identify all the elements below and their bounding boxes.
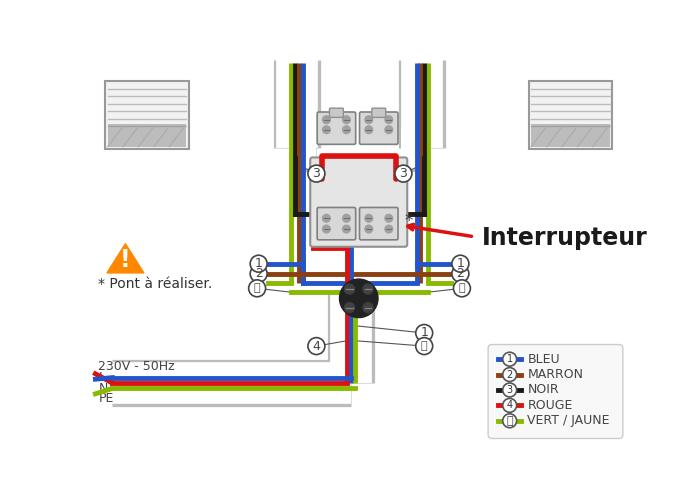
- Circle shape: [503, 352, 517, 366]
- FancyBboxPatch shape: [310, 158, 407, 247]
- Text: ROUGE: ROUGE: [527, 399, 573, 412]
- FancyBboxPatch shape: [108, 124, 186, 147]
- Text: 1: 1: [507, 354, 512, 364]
- Circle shape: [250, 255, 267, 272]
- Circle shape: [308, 337, 325, 354]
- Text: N: N: [99, 382, 108, 395]
- Text: 4: 4: [507, 401, 512, 411]
- Text: BLEU: BLEU: [527, 353, 560, 366]
- FancyBboxPatch shape: [531, 124, 610, 147]
- FancyBboxPatch shape: [317, 112, 356, 144]
- Circle shape: [503, 383, 517, 397]
- Text: L: L: [99, 371, 106, 385]
- Circle shape: [416, 325, 433, 341]
- Text: 3: 3: [507, 385, 512, 395]
- Circle shape: [416, 337, 433, 354]
- Text: NOIR: NOIR: [527, 384, 559, 397]
- Circle shape: [454, 280, 470, 297]
- Circle shape: [323, 214, 330, 222]
- Circle shape: [342, 214, 350, 222]
- FancyBboxPatch shape: [330, 108, 344, 117]
- Circle shape: [452, 265, 469, 282]
- Circle shape: [342, 116, 350, 124]
- Circle shape: [503, 399, 517, 413]
- FancyBboxPatch shape: [106, 81, 188, 149]
- Text: * Pont à réaliser.: * Pont à réaliser.: [99, 277, 213, 291]
- Text: !: !: [120, 248, 131, 272]
- Circle shape: [344, 303, 354, 313]
- Text: 4: 4: [312, 339, 321, 352]
- Circle shape: [342, 126, 350, 134]
- Circle shape: [363, 284, 373, 294]
- Text: 1: 1: [456, 257, 464, 270]
- Text: MARRON: MARRON: [527, 368, 583, 381]
- Circle shape: [365, 116, 372, 124]
- Circle shape: [395, 165, 412, 182]
- Text: Interrupteur: Interrupteur: [482, 226, 648, 250]
- Circle shape: [342, 225, 350, 233]
- FancyBboxPatch shape: [317, 207, 356, 240]
- Text: 3: 3: [312, 167, 321, 180]
- Text: ⏚: ⏚: [254, 283, 260, 293]
- Text: *: *: [405, 212, 413, 230]
- Text: ⏚: ⏚: [421, 341, 428, 351]
- Circle shape: [363, 303, 373, 313]
- FancyBboxPatch shape: [372, 108, 386, 117]
- Circle shape: [323, 126, 330, 134]
- FancyBboxPatch shape: [488, 344, 623, 438]
- Text: 2: 2: [255, 267, 262, 280]
- Circle shape: [250, 265, 267, 282]
- Circle shape: [452, 255, 469, 272]
- Circle shape: [323, 225, 330, 233]
- Circle shape: [503, 368, 517, 382]
- Text: ⏚: ⏚: [506, 416, 513, 426]
- Text: 2: 2: [456, 267, 464, 280]
- Circle shape: [340, 279, 378, 318]
- Text: 3: 3: [400, 167, 407, 180]
- FancyBboxPatch shape: [360, 112, 398, 144]
- Circle shape: [323, 116, 330, 124]
- Text: ⏚: ⏚: [458, 283, 466, 293]
- Text: PE: PE: [99, 392, 114, 405]
- Circle shape: [248, 280, 265, 297]
- Text: 1: 1: [255, 257, 262, 270]
- Circle shape: [365, 214, 372, 222]
- Circle shape: [365, 126, 372, 134]
- Text: 1: 1: [420, 327, 428, 339]
- Circle shape: [344, 284, 354, 294]
- Circle shape: [385, 225, 393, 233]
- FancyBboxPatch shape: [529, 81, 612, 149]
- Text: VERT / JAUNE: VERT / JAUNE: [527, 414, 610, 427]
- Circle shape: [385, 214, 393, 222]
- Circle shape: [385, 116, 393, 124]
- Polygon shape: [112, 249, 139, 268]
- Polygon shape: [107, 244, 144, 273]
- Text: 2: 2: [507, 370, 513, 380]
- Circle shape: [365, 225, 372, 233]
- Circle shape: [503, 414, 517, 428]
- Circle shape: [308, 165, 325, 182]
- Circle shape: [385, 126, 393, 134]
- Text: 230V - 50Hz: 230V - 50Hz: [99, 360, 175, 373]
- FancyBboxPatch shape: [360, 207, 398, 240]
